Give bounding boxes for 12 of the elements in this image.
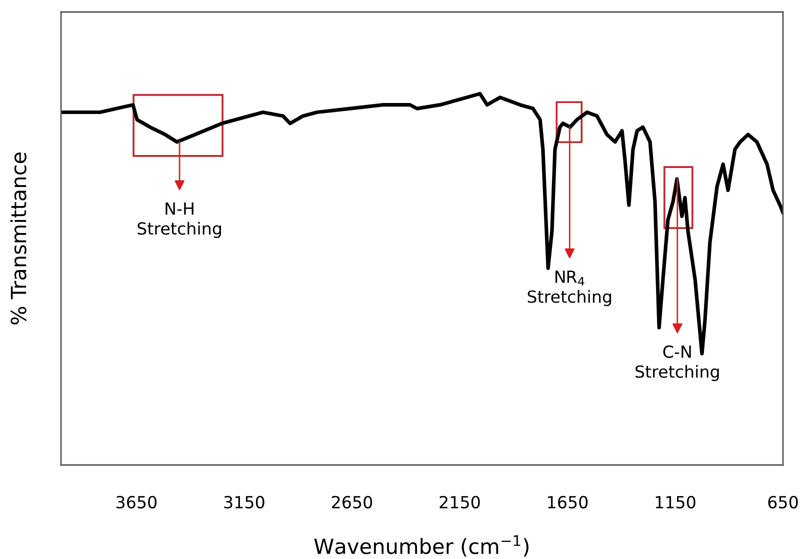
annotation: NR$_{4}$ Stretching (528, 270, 612, 306)
x-axis-title: Wavenumber (cm$^{−1}$) (314, 535, 528, 557)
x-tick-label: 1150 (656, 496, 696, 508)
x-tick-label: 2150 (440, 496, 480, 508)
annotation: C-N Stretching (636, 345, 719, 382)
annotation: N-H Stretching (138, 202, 221, 238)
y-axis-title: % Transmittance (10, 152, 26, 324)
x-tick-label: 3150 (224, 496, 264, 508)
x-tick-label: 650 (768, 496, 798, 508)
x-tick-label: 3650 (116, 496, 157, 508)
x-tick-label: 2650 (332, 496, 372, 508)
x-tick-label: 1650 (548, 496, 588, 508)
